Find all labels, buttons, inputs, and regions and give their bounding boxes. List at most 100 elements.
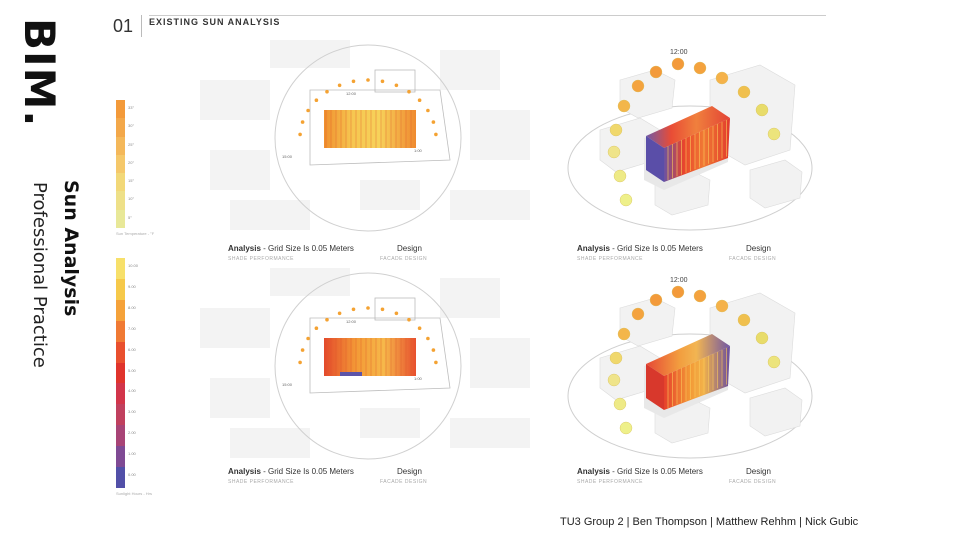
sun-position-dot [380, 79, 385, 84]
section-title: EXISTING SUN ANALYSIS [149, 17, 281, 27]
axo-view-design-top: 12:00 [560, 40, 820, 238]
legend-tick-label: 5° [128, 214, 132, 220]
sun-position-marker [619, 421, 633, 435]
context-building [230, 200, 310, 230]
sun-position-dot [434, 360, 438, 365]
sun-position-marker [613, 169, 627, 183]
context-building [360, 180, 420, 210]
section-divider [141, 15, 142, 37]
side-facade-heatmap [646, 136, 664, 182]
sun-position-dot [417, 98, 422, 102]
sun-position-marker [631, 307, 645, 321]
axo-view-drawing: 12:00 [567, 277, 813, 459]
caption-design-1: Design [397, 244, 422, 253]
sun-position-marker [737, 313, 751, 327]
sun-position-marker [767, 355, 781, 369]
caption-design-sub-4: FACADE DESIGN [729, 479, 777, 485]
legend-tick-label: 30° [128, 123, 135, 129]
legend-swatch [116, 467, 125, 488]
section-number: 01 [113, 16, 134, 36]
sun-time-label: 12:00 [346, 319, 357, 324]
context-building [210, 150, 270, 190]
caption-analysis-sub-2: SHADE PERFORMANCE [577, 256, 644, 262]
roof-heatmap [646, 106, 730, 148]
sun-position-dot [325, 89, 329, 94]
legend-tick-label: 6.00 [128, 346, 136, 352]
side-facade-heatmap [646, 364, 664, 410]
legend-swatch [116, 320, 125, 342]
sun-position-dot [314, 326, 319, 330]
sun-position-dot [351, 79, 356, 84]
site-outline [309, 317, 451, 394]
sun-position-dot [431, 120, 436, 124]
legend-tick-label: 15° [128, 178, 135, 184]
plan-view-analysis-top: 12:00 15:00 1:00 [200, 40, 550, 238]
sun-position-dot [366, 78, 370, 82]
legend-swatch [116, 136, 125, 155]
sun-position-marker [617, 327, 631, 341]
sun-position-marker [613, 397, 627, 411]
axo-view-drawing: 12:00 [567, 49, 813, 231]
header-rule [149, 15, 826, 16]
footer-credits: TU3 Group 2 | Ben Thompson | Matthew Reh… [560, 516, 859, 528]
legend-swatch [116, 404, 125, 426]
sun-position-marker [671, 285, 685, 299]
context-building [270, 40, 350, 68]
context-building [210, 378, 270, 418]
brand-text: BIM. [15, 18, 64, 128]
plan-view-analysis-bottom: 12:00 15:00 1:00 [200, 268, 550, 466]
context-building [440, 278, 500, 318]
legend-swatch [116, 341, 125, 363]
sun-position-marker [767, 127, 781, 141]
sun-position-dot [306, 108, 310, 113]
sun-position-dot [394, 83, 399, 88]
roof-heatmap [646, 334, 730, 376]
sun-position-dot [298, 132, 302, 137]
context-building [200, 80, 270, 120]
context-building [619, 69, 676, 119]
sun-position-marker [607, 373, 621, 387]
sun-position-marker [631, 79, 645, 93]
sun-time-label: 12:00 [346, 91, 357, 96]
slide-subtitle-text: Professional Practice [29, 182, 50, 368]
sun-position-dot [314, 98, 319, 102]
caption-design-sub-1: FACADE DESIGN [380, 256, 428, 262]
legend-tick-label: 20° [128, 159, 135, 165]
sun-time-label: 1:00 [414, 376, 423, 381]
legend-tick-label: 0.00 [128, 472, 136, 478]
sun-position-dot [431, 348, 436, 352]
sun-position-dot [417, 326, 422, 330]
context-building [749, 159, 803, 209]
sun-position-marker [649, 293, 663, 307]
legend-swatch [116, 362, 125, 384]
legend-swatch [116, 209, 125, 228]
sun-position-dot [366, 306, 370, 310]
sun-path-ellipse [567, 105, 813, 231]
context-building [200, 308, 270, 348]
plan-view-drawing: 12:00 15:00 1:00 [200, 268, 530, 460]
caption-design-sub-2: FACADE DESIGN [729, 256, 777, 262]
sunlight-hours-legend: 10.00 9.00 8.00 7.00 6.00 5.00 4.00 3.00 2.00 1.0… [116, 258, 152, 496]
sun-time-label: 15:00 [282, 154, 293, 159]
context-building [470, 110, 530, 160]
caption-analysis-sub-3: SHADE PERFORMANCE [228, 479, 295, 485]
sun-position-dot [298, 360, 302, 365]
legend-tick-label: 33° [128, 105, 135, 110]
sun-path-circle [274, 44, 462, 232]
caption-analysis-sub-4: SHADE PERFORMANCE [577, 479, 644, 485]
plan-view-drawing: 12:00 15:00 1:00 [200, 40, 530, 232]
axo-view-design-bottom: 12:00 [560, 268, 820, 466]
sun-position-marker [737, 85, 751, 99]
sun-position-dot [300, 348, 305, 352]
legend-caption: Sunlight Hours - Hrs [116, 491, 153, 496]
sun-position-marker [609, 123, 623, 137]
legend-swatch [116, 191, 125, 210]
caption-design-4: Design [746, 467, 771, 476]
sun-position-dot [394, 311, 399, 316]
context-building [440, 50, 500, 90]
sun-position-marker [755, 103, 769, 117]
legend-tick-label: 4.00 [128, 388, 136, 394]
sun-position-dot [407, 89, 411, 94]
context-building [360, 408, 420, 438]
sun-position-dot [351, 307, 356, 312]
